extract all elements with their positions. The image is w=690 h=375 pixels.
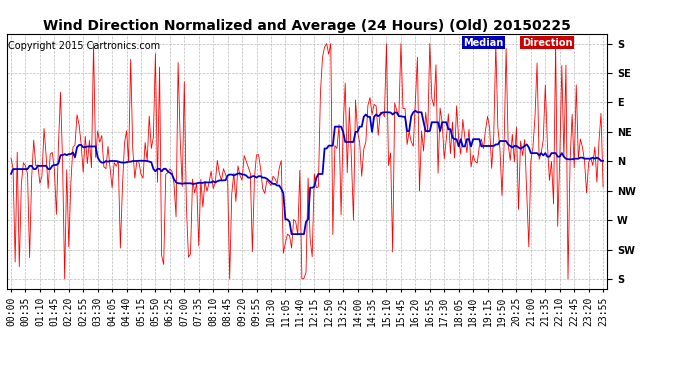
Text: Copyright 2015 Cartronics.com: Copyright 2015 Cartronics.com: [8, 41, 160, 51]
Title: Wind Direction Normalized and Average (24 Hours) (Old) 20150225: Wind Direction Normalized and Average (2…: [43, 19, 571, 33]
Text: Direction: Direction: [522, 38, 573, 48]
Text: Median: Median: [463, 38, 504, 48]
